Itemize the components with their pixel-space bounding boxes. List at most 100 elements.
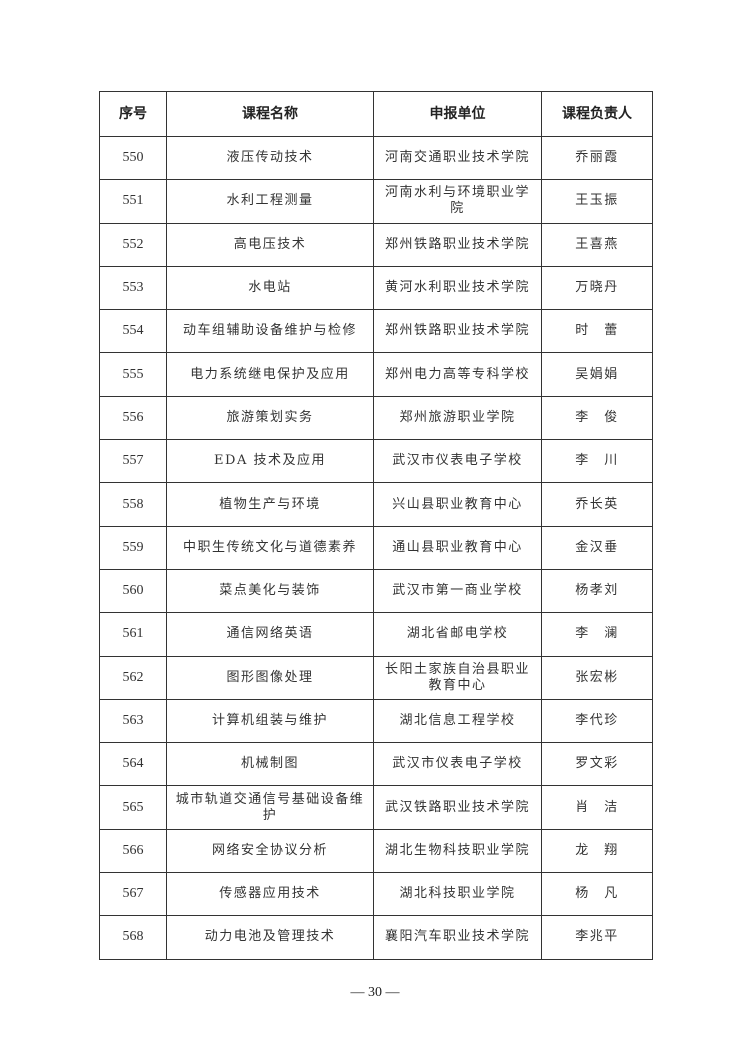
table-row: 561 通信网络英语 湖北省邮电学校李 澜 [99, 612, 653, 657]
cell-institution: 武汉铁路职业技术学院 [373, 785, 542, 830]
cell-institution: 黄河水利职业技术学院 [373, 265, 542, 311]
cell-index: 554 [99, 309, 167, 354]
cell-leader: 李兆平 [541, 915, 653, 960]
cell-institution: 湖北省邮电学校 [373, 612, 542, 657]
cell-index: 557 [99, 439, 167, 484]
cell-course-name: 电力系统继电保护及应用 [166, 352, 374, 397]
table-row: 568 动力电池及管理技术 襄阳汽车职业技术学院 李兆平 [99, 915, 653, 960]
cell-leader: 乔长英 [541, 482, 653, 527]
cell-institution: 武汉市仪表电子学校 [373, 439, 542, 484]
cell-course-name: 中职生传统文化与道德素养 [166, 525, 374, 570]
cell-institution: 郑州旅游职业学院 [373, 395, 542, 441]
cell-leader: 罗文彩 [541, 742, 653, 787]
cell-leader: 时 蕾 [541, 309, 653, 354]
cell-leader: 王喜燕 [541, 222, 653, 267]
table-row: 563 计算机组装与维护 湖北信息工程学校 李代珍 [99, 698, 653, 744]
cell-institution: 湖北信息工程学校 [373, 698, 542, 744]
cell-institution: 兴山县职业教育中心 [373, 482, 542, 527]
table-row: 552 高电压技术 郑州铁路职业技术学院 王喜燕 [99, 222, 653, 267]
cell-leader: 乔丽霞 [541, 135, 653, 181]
page-number: — 30 — [350, 985, 400, 1000]
cell-index: 556 [99, 395, 167, 441]
cell-course-name: 植物生产与环境 [166, 482, 374, 527]
cell-course-name: 通信网络英语 [166, 612, 374, 657]
table-row: 551 水利工程测量 河南水利与环境职业学院 王玉振 [99, 179, 653, 224]
cell-index: 550 [99, 135, 167, 181]
cell-index: 552 [99, 222, 167, 267]
header-index: 序号 [99, 91, 167, 137]
cell-course-name: 计算机组装与维护 [166, 698, 374, 744]
cell-index: 553 [99, 265, 167, 311]
table-row: 558 植物生产与环境 兴山县职业教育中心 乔长英 [99, 482, 653, 527]
cell-leader: 王玉振 [541, 179, 653, 224]
table-row: 564 机械制图 武汉市仪表电子学校 罗文彩 [99, 742, 653, 787]
cell-index: 561 [99, 612, 167, 657]
cell-leader: 李 澜 [541, 612, 653, 657]
cell-index: 565 [99, 785, 167, 830]
cell-leader: 李 俊 [541, 395, 653, 441]
table-row: 554 动车组辅助设备维护与检修 郑州铁路职业技术学院时 蕾 [99, 309, 653, 354]
cell-leader: 吴娟娟 [541, 352, 653, 397]
cell-index: 560 [99, 568, 167, 614]
table-row: 556 旅游策划实务 郑州旅游职业学院李 俊 [99, 395, 653, 441]
cell-institution: 长阳土家族自治县职业教育中心 [373, 655, 542, 700]
table-row: 553 水电站 黄河水利职业技术学院 万晓丹 [99, 265, 653, 311]
header-leader: 课程负责人 [541, 91, 653, 137]
cell-course-name: 菜点美化与装饰 [166, 568, 374, 614]
cell-institution: 郑州电力高等专科学校 [373, 352, 542, 397]
cell-index: 559 [99, 525, 167, 570]
cell-course-name: 动力电池及管理技术 [166, 915, 374, 960]
header-institution: 申报单位 [373, 91, 542, 137]
cell-institution: 河南水利与环境职业学院 [373, 179, 542, 224]
header-course-name: 课程名称 [166, 91, 374, 137]
cell-index: 562 [99, 655, 167, 700]
cell-index: 558 [99, 482, 167, 527]
cell-institution: 湖北科技职业学院 [373, 872, 542, 917]
table-row: 559 中职生传统文化与道德素养 通山县职业教育中心 金汉垂 [99, 525, 653, 570]
cell-index: 568 [99, 915, 167, 960]
cell-institution: 武汉市第一商业学校 [373, 568, 542, 614]
cell-leader: 金汉垂 [541, 525, 653, 570]
cell-leader: 杨孝刘 [541, 568, 653, 614]
table-row: 560 菜点美化与装饰 武汉市第一商业学校 杨孝刘 [99, 568, 653, 614]
cell-index: 566 [99, 828, 167, 874]
table-row: 567 传感器应用技术 湖北科技职业学院杨 凡 [99, 872, 653, 917]
cell-leader: 杨 凡 [541, 872, 653, 917]
cell-course-name: 动车组辅助设备维护与检修 [166, 309, 374, 354]
table-row: 550 液压传动技术 河南交通职业技术学院 乔丽霞 [99, 135, 653, 181]
cell-course-name: 旅游策划实务 [166, 395, 374, 441]
table-header-row: 序号 课程名称 申报单位 课程负责人 [99, 91, 653, 137]
cell-course-name: 城市轨道交通信号基础设备维护 [166, 785, 374, 830]
cell-institution: 郑州铁路职业技术学院 [373, 222, 542, 267]
table-row: 562 图形图像处理 长阳土家族自治县职业教育中心 张宏彬 [99, 655, 653, 700]
cell-institution: 湖北生物科技职业学院 [373, 828, 542, 874]
cell-index: 551 [99, 179, 167, 224]
table-row: 565 城市轨道交通信号基础设备维护 武汉铁路职业技术学院肖 洁 [99, 785, 653, 830]
cell-institution: 河南交通职业技术学院 [373, 135, 542, 181]
cell-course-name: 水利工程测量 [166, 179, 374, 224]
course-table: 序号 课程名称 申报单位 课程负责人 550 液压传动技术 河南交通职业技术学院 乔丽… [99, 91, 653, 960]
cell-course-name: 传感器应用技术 [166, 872, 374, 917]
cell-course-name: 图形图像处理 [166, 655, 374, 700]
cell-leader: 万晓丹 [541, 265, 653, 311]
cell-index: 564 [99, 742, 167, 787]
cell-index: 563 [99, 698, 167, 744]
table-row: 557 EDA 技术及应用 武汉市仪表电子学校李 川 [99, 439, 653, 484]
cell-course-name: 水电站 [166, 265, 374, 311]
cell-leader: 李代珍 [541, 698, 653, 744]
cell-leader: 张宏彬 [541, 655, 653, 700]
cell-course-name: 高电压技术 [166, 222, 374, 267]
cell-leader: 龙 翔 [541, 828, 653, 874]
table-row: 566 网络安全协议分析 湖北生物科技职业学院龙 翔 [99, 828, 653, 874]
cell-index: 567 [99, 872, 167, 917]
cell-course-name: 液压传动技术 [166, 135, 374, 181]
cell-course-name: EDA 技术及应用 [166, 439, 374, 484]
cell-leader: 李 川 [541, 439, 653, 484]
cell-institution: 郑州铁路职业技术学院 [373, 309, 542, 354]
cell-course-name: 网络安全协议分析 [166, 828, 374, 874]
cell-institution: 襄阳汽车职业技术学院 [373, 915, 542, 960]
cell-institution: 武汉市仪表电子学校 [373, 742, 542, 787]
cell-institution: 通山县职业教育中心 [373, 525, 542, 570]
cell-index: 555 [99, 352, 167, 397]
cell-course-name: 机械制图 [166, 742, 374, 787]
